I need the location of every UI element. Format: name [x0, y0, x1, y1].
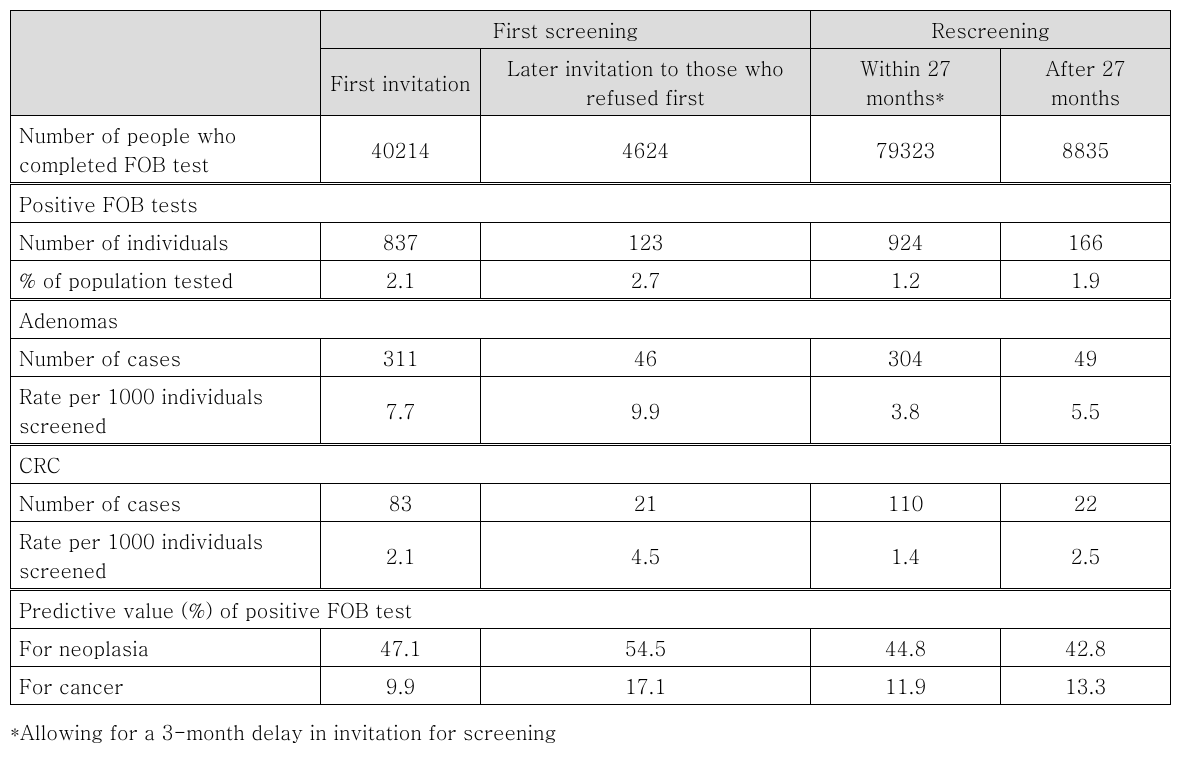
row-pred-neo: For neoplasia 47.1 54.5 44.8 42.8: [11, 629, 1171, 667]
cell-value: 9.9: [481, 377, 811, 445]
cell-value: 22: [1001, 484, 1171, 522]
cell-value: 47.1: [321, 629, 481, 667]
cell-value: 13.3: [1001, 667, 1171, 705]
row-crc-rate: Rate per 1000 individuals screened 2.1 4…: [11, 522, 1171, 590]
row-crc-cases: Number of cases 83 21 110 22: [11, 484, 1171, 522]
results-table: First screening Rescreening First invita…: [10, 10, 1171, 705]
header-col4: After 27 months: [1001, 49, 1171, 116]
cell-value: 110: [811, 484, 1001, 522]
footnote: *Allowing for a 3-month delay in invitat…: [10, 717, 1171, 746]
cell-value: 837: [321, 223, 481, 261]
cell-value: 2.1: [321, 261, 481, 300]
cell-value: 42.8: [1001, 629, 1171, 667]
header-rescreening: Rescreening: [811, 11, 1171, 49]
cell-value: 1.4: [811, 522, 1001, 590]
cell-value: 17.1: [481, 667, 811, 705]
cell-label: Number of cases: [11, 484, 321, 522]
section-header: CRC: [11, 445, 1171, 484]
cell-value: 924: [811, 223, 1001, 261]
section-adenomas: Adenomas: [11, 300, 1171, 339]
cell-label: % of population tested: [11, 261, 321, 300]
row-pos-pct: % of population tested 2.1 2.7 1.2 1.9: [11, 261, 1171, 300]
cell-value: 3.8: [811, 377, 1001, 445]
cell-label: Number of cases: [11, 339, 321, 377]
section-header: Predictive value (%) of positive FOB tes…: [11, 590, 1171, 629]
cell-value: 40214: [321, 116, 481, 184]
cell-label: Number of individuals: [11, 223, 321, 261]
cell-value: 49: [1001, 339, 1171, 377]
section-positive: Positive FOB tests: [11, 184, 1171, 223]
cell-value: 2.1: [321, 522, 481, 590]
cell-value: 8835: [1001, 116, 1171, 184]
cell-value: 1.9: [1001, 261, 1171, 300]
cell-value: 2.7: [481, 261, 811, 300]
header-first-screening: First screening: [321, 11, 811, 49]
row-pred-cancer: For cancer 9.9 17.1 11.9 13.3: [11, 667, 1171, 705]
cell-value: 4.5: [481, 522, 811, 590]
cell-value: 44.8: [811, 629, 1001, 667]
section-header: Adenomas: [11, 300, 1171, 339]
cell-value: 5.5: [1001, 377, 1171, 445]
header-col3: Within 27 months*: [811, 49, 1001, 116]
cell-value: 1.2: [811, 261, 1001, 300]
header-col2: Later invitation to those who refused fi…: [481, 49, 811, 116]
header-row-1: First screening Rescreening: [11, 11, 1171, 49]
section-crc: CRC: [11, 445, 1171, 484]
cell-label: For neoplasia: [11, 629, 321, 667]
header-col1: First invitation: [321, 49, 481, 116]
cell-value: 9.9: [321, 667, 481, 705]
section-predictive: Predictive value (%) of positive FOB tes…: [11, 590, 1171, 629]
row-aden-rate: Rate per 1000 individuals screened 7.7 9…: [11, 377, 1171, 445]
cell-value: 2.5: [1001, 522, 1171, 590]
row-pos-individuals: Number of individuals 837 123 924 166: [11, 223, 1171, 261]
cell-label: Rate per 1000 individuals screened: [11, 377, 321, 445]
cell-value: 54.5: [481, 629, 811, 667]
header-blank: [11, 11, 321, 116]
section-header: Positive FOB tests: [11, 184, 1171, 223]
cell-value: 123: [481, 223, 811, 261]
row-completed: Number of people who completed FOB test …: [11, 116, 1171, 184]
cell-value: 79323: [811, 116, 1001, 184]
cell-value: 4624: [481, 116, 811, 184]
cell-value: 83: [321, 484, 481, 522]
cell-value: 7.7: [321, 377, 481, 445]
cell-value: 166: [1001, 223, 1171, 261]
cell-value: 21: [481, 484, 811, 522]
cell-label: Rate per 1000 individuals screened: [11, 522, 321, 590]
cell-value: 311: [321, 339, 481, 377]
cell-label: For cancer: [11, 667, 321, 705]
cell-value: 304: [811, 339, 1001, 377]
cell-label: Number of people who completed FOB test: [11, 116, 321, 184]
row-aden-cases: Number of cases 311 46 304 49: [11, 339, 1171, 377]
cell-value: 46: [481, 339, 811, 377]
cell-value: 11.9: [811, 667, 1001, 705]
